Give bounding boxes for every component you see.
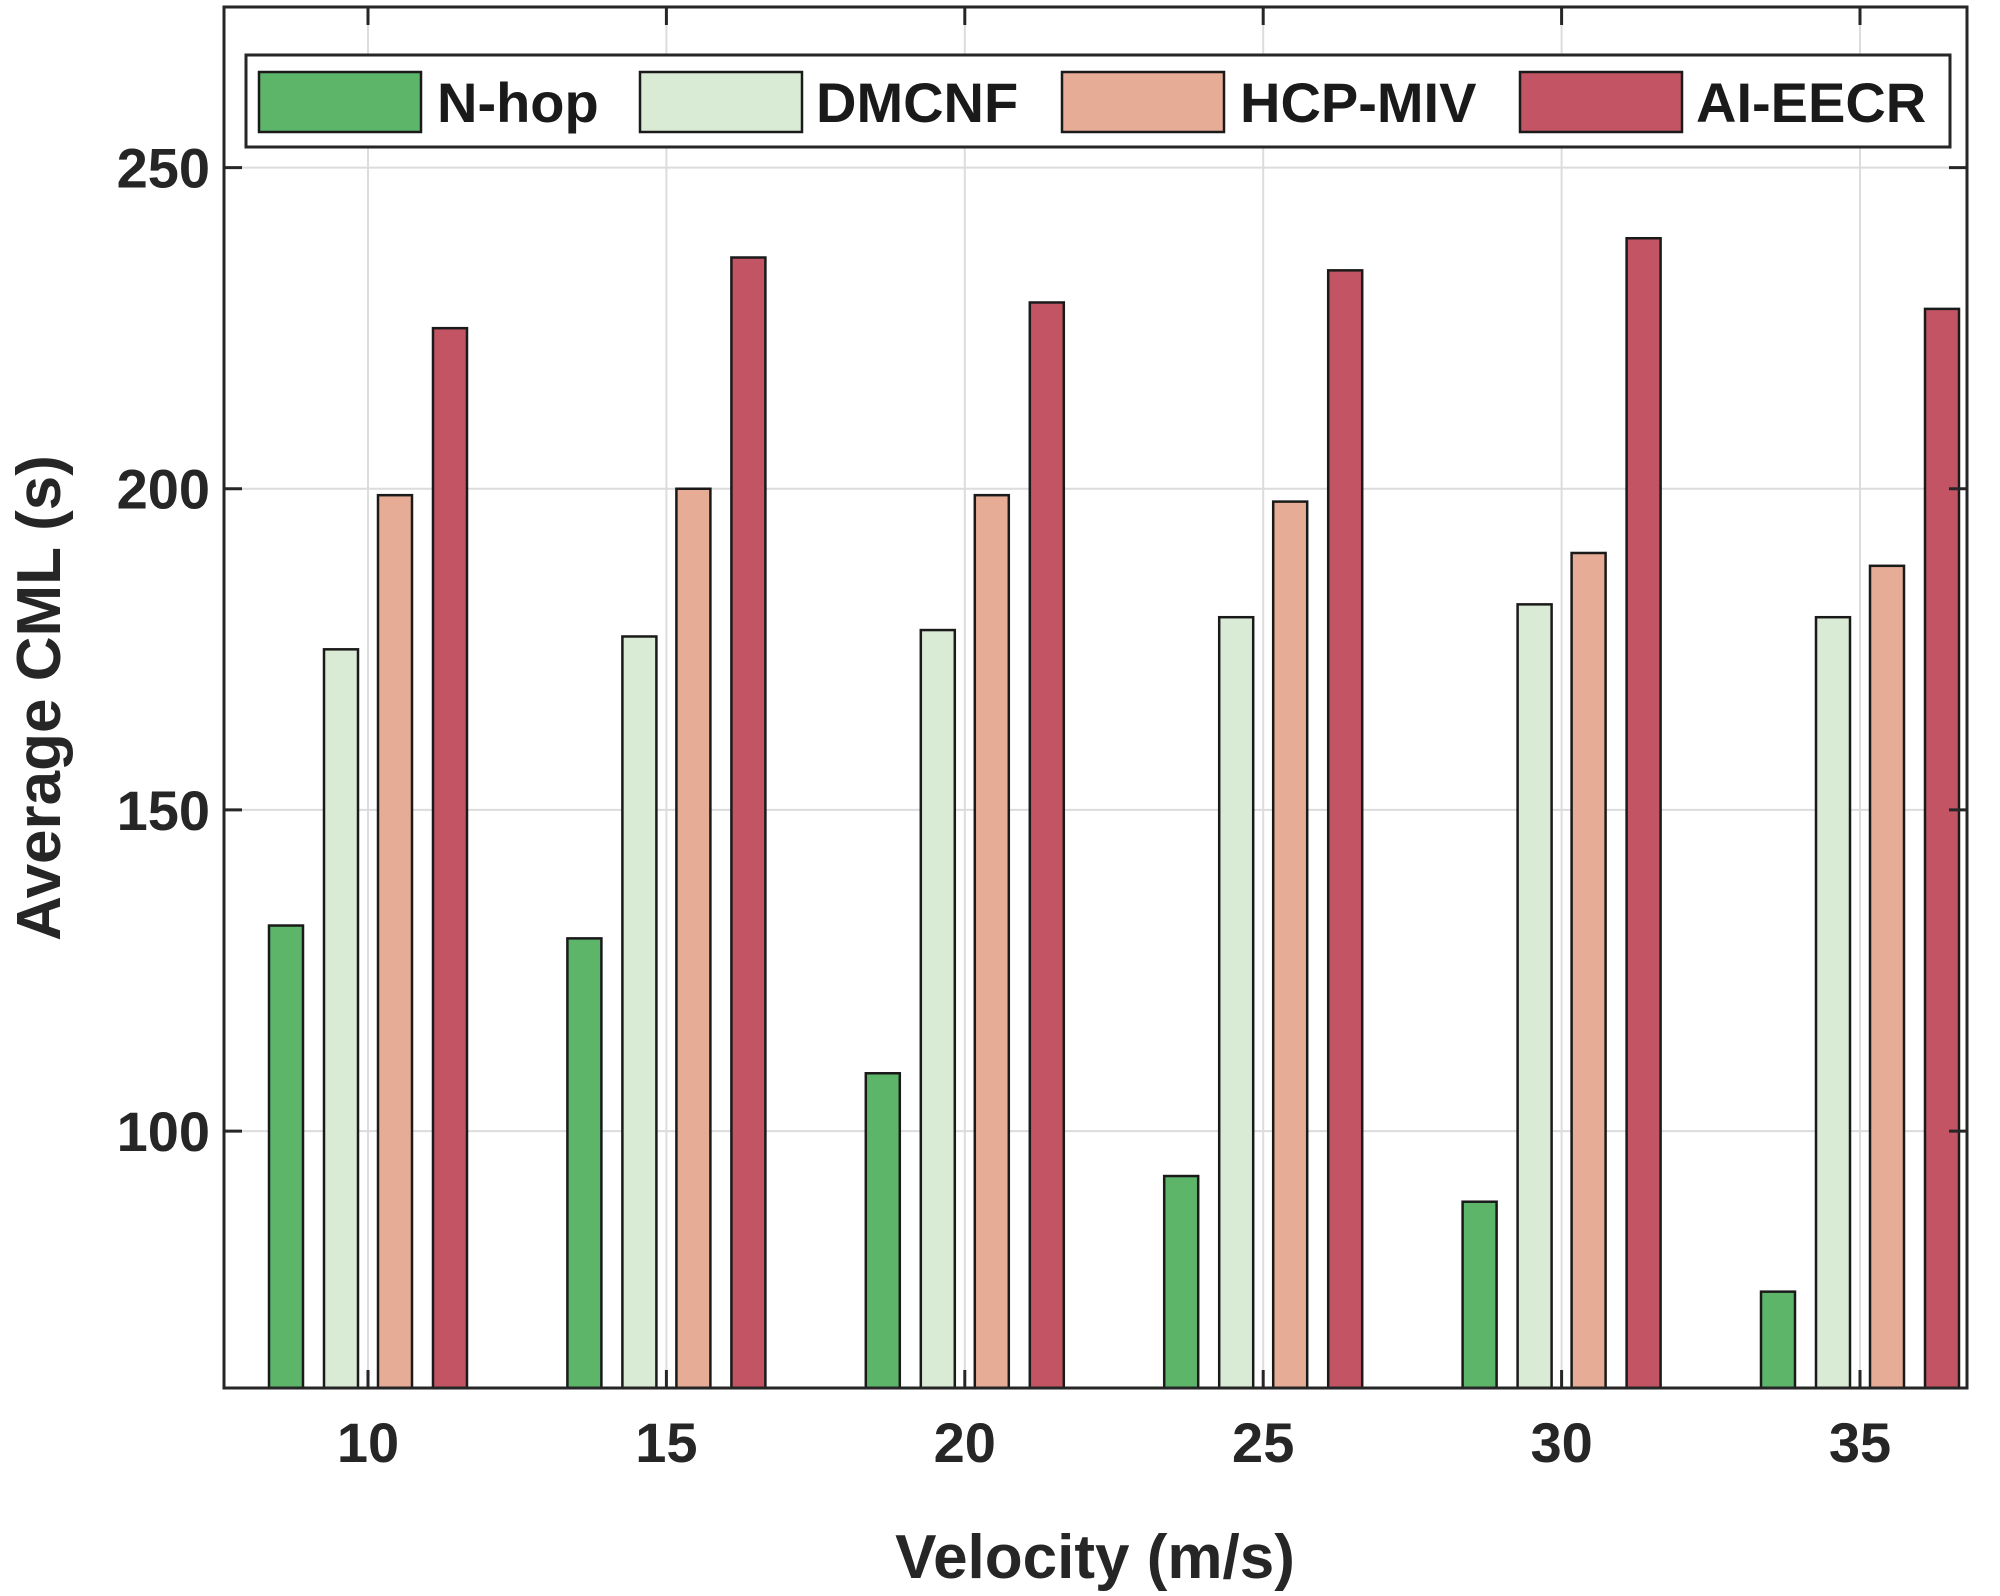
bar-dmcnf-30 [1516, 603, 1553, 1390]
plot-frame [222, 5, 1969, 1390]
bar-hcp-miv-10 [376, 493, 414, 1390]
bar-hcp-miv-30 [1570, 551, 1607, 1390]
bar-ai-eecr-20 [1028, 301, 1066, 1390]
y-axis-title: Average CML (s) [5, 455, 74, 941]
legend-label: DMCNF [816, 71, 1018, 134]
bar-dmcnf-10 [322, 648, 360, 1390]
bar-hcp-miv-20 [973, 493, 1011, 1390]
bar-n-hop-15 [566, 937, 603, 1390]
bar-hcp-miv-35 [1868, 564, 1906, 1390]
bar-ai-eecr-30 [1625, 236, 1662, 1390]
legend-swatch [1060, 70, 1226, 134]
legend-label: AI-EECR [1696, 71, 1926, 134]
bar-ai-eecr-10 [431, 326, 469, 1390]
bar-n-hop-20 [864, 1072, 902, 1390]
y-tick-label: 250 [117, 137, 210, 200]
bar-n-hop-10 [267, 924, 305, 1390]
bar-n-hop-25 [1162, 1174, 1200, 1390]
x-tick-label: 15 [635, 1411, 697, 1474]
legend-label: HCP-MIV [1240, 71, 1476, 134]
x-tick-label: 30 [1530, 1411, 1592, 1474]
legend-swatch [638, 70, 804, 134]
legend-swatch [1518, 70, 1684, 134]
legend-swatch [257, 70, 423, 134]
plot-background [224, 7, 1967, 1388]
bar-ai-eecr-35 [1923, 307, 1961, 1390]
bar-ai-eecr-25 [1326, 269, 1364, 1390]
bar-dmcnf-20 [919, 628, 957, 1390]
legend: N-hop DMCNF HCP-MIV AI-EECR [244, 53, 1952, 149]
bar-dmcnf-25 [1217, 615, 1255, 1390]
bar-n-hop-35 [1759, 1290, 1797, 1390]
bar-hcp-miv-15 [675, 487, 712, 1390]
grid-lines [224, 7, 1967, 1388]
bar-hcp-miv-25 [1271, 500, 1309, 1390]
bar-n-hop-30 [1461, 1200, 1498, 1390]
y-tick-label: 200 [117, 458, 210, 521]
x-tick-labels: 10 15 20 25 30 35 [337, 1411, 1891, 1474]
x-tick-label: 10 [337, 1411, 399, 1474]
y-tick-label: 100 [117, 1100, 210, 1163]
x-tick-label: 20 [934, 1411, 996, 1474]
x-tick-label: 25 [1232, 1411, 1294, 1474]
y-tick-labels: 100 150 200 250 [117, 137, 210, 1163]
legend-label: N-hop [437, 71, 599, 134]
axis-ticks [224, 7, 1967, 1388]
bar-dmcnf-35 [1814, 615, 1852, 1390]
x-tick-label: 35 [1829, 1411, 1891, 1474]
bar-ai-eecr-15 [730, 256, 767, 1390]
bar-dmcnf-15 [621, 635, 658, 1390]
y-tick-label: 150 [117, 779, 210, 842]
x-axis-title: Velocity (m/s) [895, 1523, 1295, 1592]
